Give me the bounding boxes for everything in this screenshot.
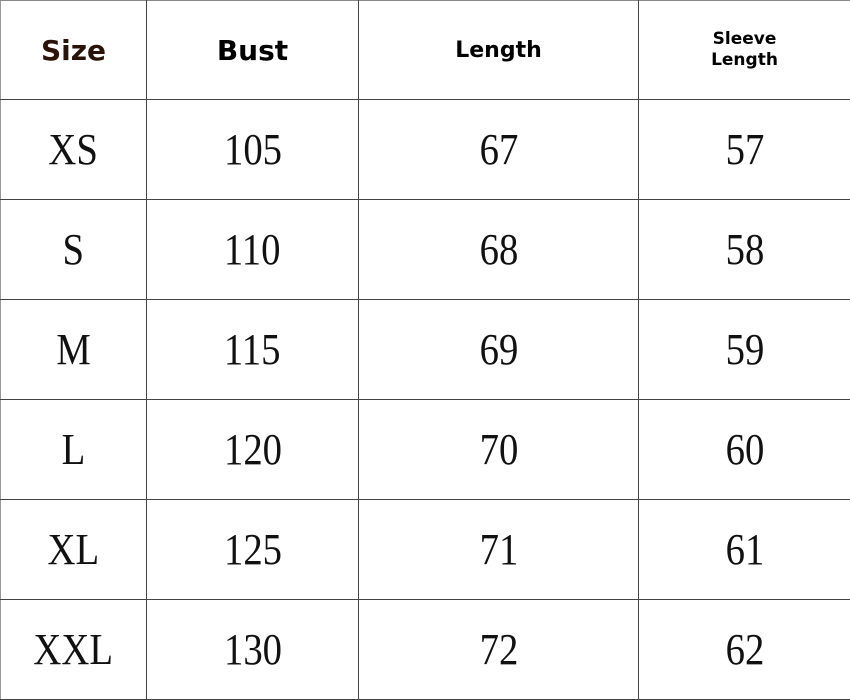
header-size: Size [1, 1, 147, 100]
header-sleeve-length: Sleeve Length [639, 1, 850, 100]
header-row: Size Bust Length Sleeve Length [1, 1, 850, 100]
cell-value: 62 [725, 624, 764, 675]
cell-value: 60 [725, 424, 764, 475]
table-row: L 120 70 60 [1, 400, 850, 500]
table-row: S 110 68 58 [1, 200, 850, 300]
cell-value: 59 [725, 324, 764, 375]
cell-value: 125 [223, 524, 281, 575]
cell-bust: 110 [147, 200, 359, 300]
cell-value: L [62, 424, 86, 475]
cell-sleeve-length: 58 [639, 200, 850, 300]
cell-size: XS [1, 100, 147, 200]
cell-value: 110 [224, 224, 281, 275]
cell-value: 72 [479, 624, 518, 675]
cell-value: 61 [725, 524, 764, 575]
cell-sleeve-length: 59 [639, 300, 850, 400]
cell-value: 58 [725, 224, 764, 275]
cell-value: 70 [479, 424, 518, 475]
cell-bust: 125 [147, 500, 359, 600]
table-row: XS 105 67 57 [1, 100, 850, 200]
cell-value: S [63, 224, 85, 275]
header-bust: Bust [147, 1, 359, 100]
cell-sleeve-length: 62 [639, 600, 850, 700]
cell-value: 130 [223, 624, 281, 675]
cell-sleeve-length: 60 [639, 400, 850, 500]
cell-bust: 120 [147, 400, 359, 500]
cell-length: 70 [359, 400, 639, 500]
cell-size: XL [1, 500, 147, 600]
cell-length: 72 [359, 600, 639, 700]
cell-value: 68 [479, 224, 518, 275]
cell-length: 69 [359, 300, 639, 400]
cell-bust: 105 [147, 100, 359, 200]
cell-bust: 130 [147, 600, 359, 700]
cell-size: S [1, 200, 147, 300]
cell-length: 68 [359, 200, 639, 300]
cell-length: 67 [359, 100, 639, 200]
cell-sleeve-length: 61 [639, 500, 850, 600]
cell-value: 115 [224, 324, 281, 375]
cell-value: XS [49, 124, 99, 175]
header-length: Length [359, 1, 639, 100]
cell-value: 67 [479, 124, 518, 175]
cell-value: 57 [725, 124, 764, 175]
cell-bust: 115 [147, 300, 359, 400]
cell-size: XXL [1, 600, 147, 700]
cell-value: 71 [479, 524, 518, 575]
cell-value: XXL [34, 624, 114, 675]
cell-length: 71 [359, 500, 639, 600]
table-row: XL 125 71 61 [1, 500, 850, 600]
header-sleeve-line2: Length [711, 50, 778, 70]
cell-size: M [1, 300, 147, 400]
cell-sleeve-length: 57 [639, 100, 850, 200]
table-row: M 115 69 59 [1, 300, 850, 400]
cell-value: M [56, 324, 90, 375]
table-row: XXL 130 72 62 [1, 600, 850, 700]
cell-value: XL [48, 524, 100, 575]
cell-value: 105 [223, 124, 281, 175]
cell-value: 69 [479, 324, 518, 375]
cell-size: L [1, 400, 147, 500]
cell-value: 120 [223, 424, 281, 475]
header-sleeve-line1: Sleeve [713, 29, 777, 49]
